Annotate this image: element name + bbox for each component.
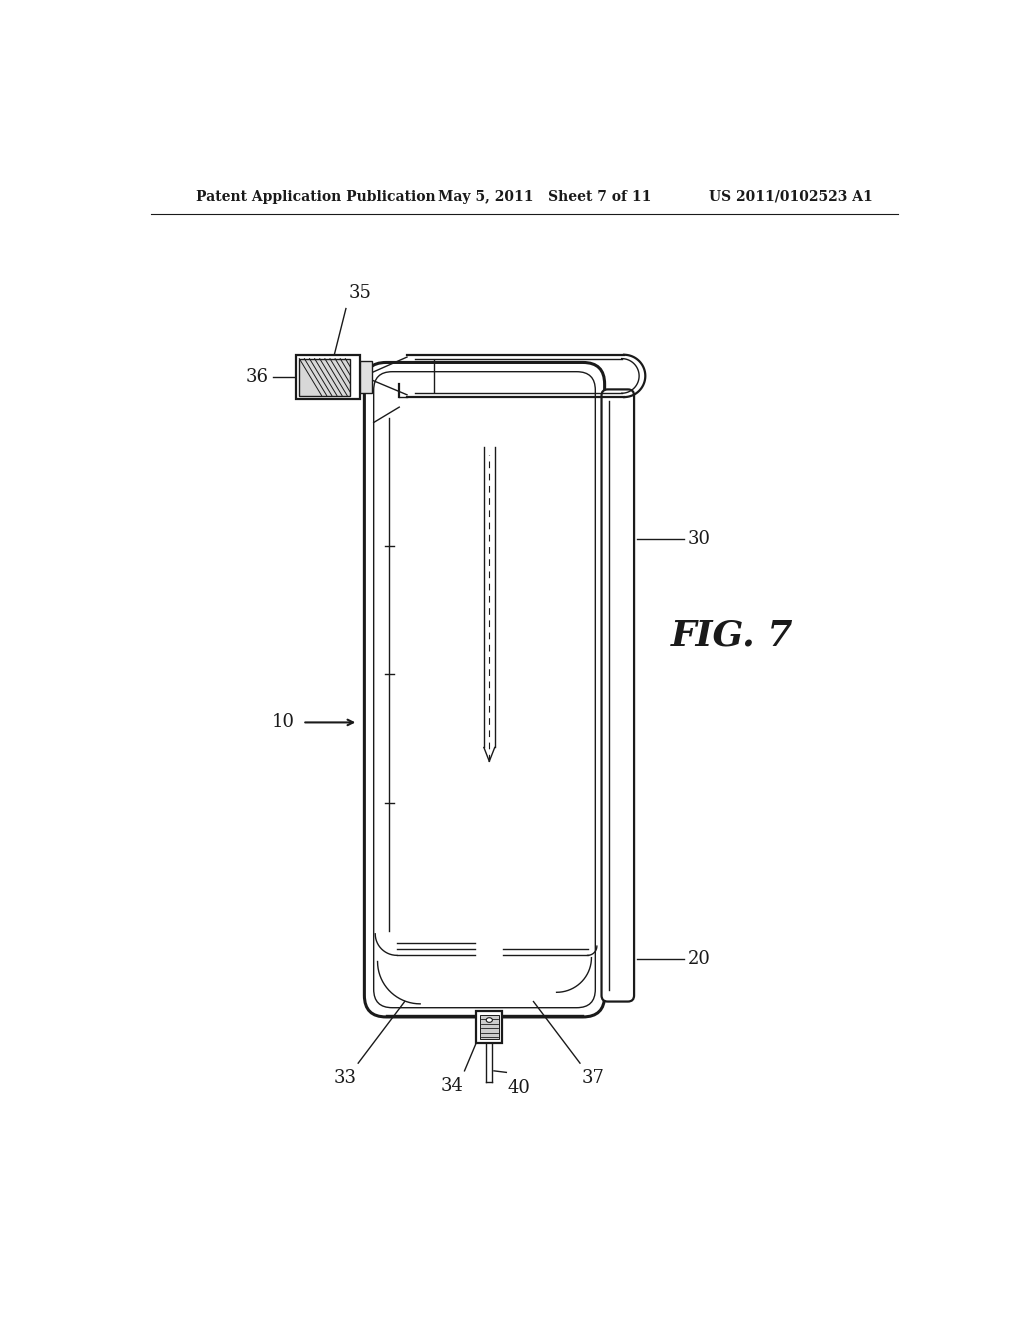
Text: Patent Application Publication: Patent Application Publication xyxy=(197,190,436,203)
Text: May 5, 2011   Sheet 7 of 11: May 5, 2011 Sheet 7 of 11 xyxy=(438,190,651,203)
Text: 33: 33 xyxy=(334,1069,356,1088)
Text: 34: 34 xyxy=(441,1077,464,1096)
Bar xyxy=(359,360,372,393)
Text: 35: 35 xyxy=(348,284,371,302)
Text: FIG. 7: FIG. 7 xyxy=(671,619,793,653)
FancyBboxPatch shape xyxy=(365,363,604,1016)
Bar xyxy=(480,1015,499,1039)
FancyBboxPatch shape xyxy=(601,389,634,1002)
Text: 30: 30 xyxy=(687,531,711,548)
Ellipse shape xyxy=(486,1018,493,1022)
Text: US 2011/0102523 A1: US 2011/0102523 A1 xyxy=(710,190,873,203)
Text: 10: 10 xyxy=(271,713,295,731)
Text: 37: 37 xyxy=(582,1069,604,1088)
Bar xyxy=(296,355,359,400)
Bar xyxy=(476,1011,503,1043)
Text: 20: 20 xyxy=(687,950,711,968)
Text: 36: 36 xyxy=(246,368,269,385)
Bar xyxy=(299,359,350,396)
Text: 40: 40 xyxy=(508,1078,530,1097)
